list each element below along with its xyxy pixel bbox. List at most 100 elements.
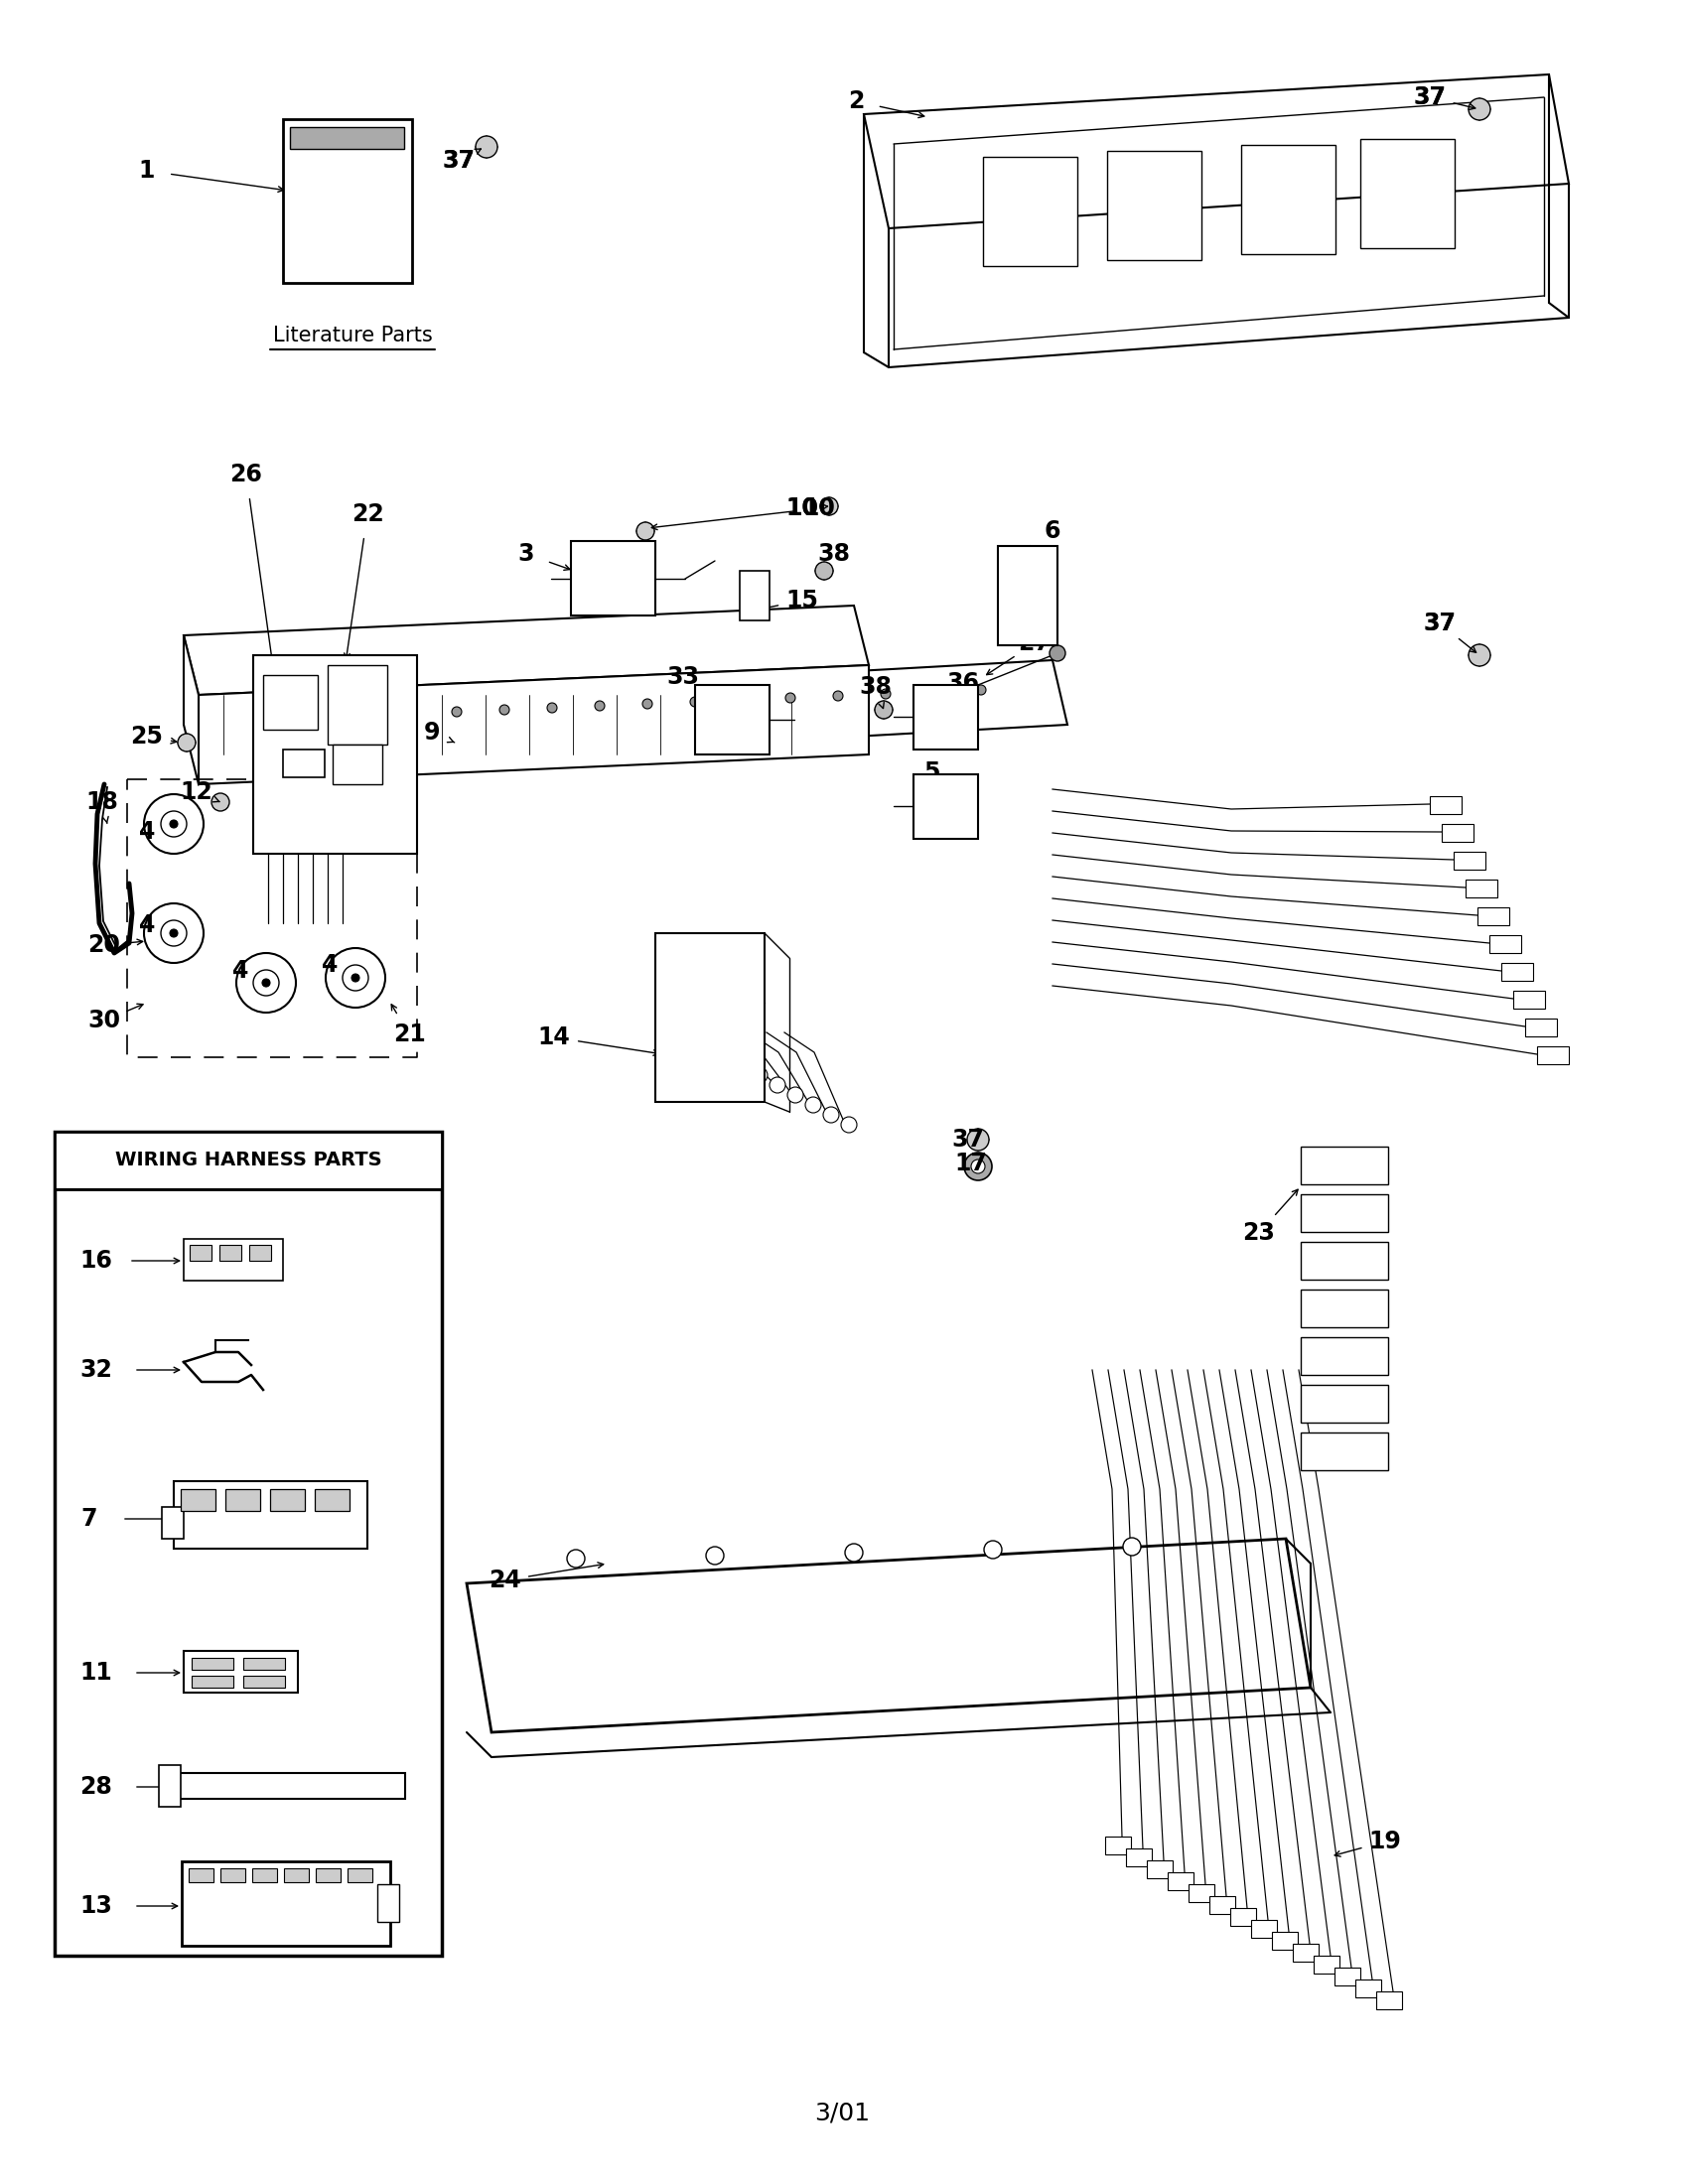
Bar (180, 1489, 216, 1511)
Bar (1189, 1885, 1214, 1902)
Text: 2: 2 (847, 90, 864, 114)
Circle shape (179, 734, 195, 751)
Circle shape (352, 974, 359, 983)
Bar (1209, 1896, 1234, 1913)
Bar (190, 1245, 212, 1260)
Circle shape (475, 135, 497, 157)
Bar (913, 775, 978, 839)
Text: 17: 17 (955, 1151, 987, 1175)
Bar (253, 1867, 278, 1883)
Text: 5: 5 (923, 760, 940, 784)
Circle shape (738, 695, 748, 705)
Circle shape (751, 1068, 768, 1083)
Text: 9: 9 (424, 721, 440, 745)
Text: 37: 37 (1413, 85, 1447, 109)
Text: 8: 8 (739, 959, 754, 983)
Text: 3: 3 (519, 542, 534, 566)
Text: 4: 4 (232, 959, 249, 983)
Circle shape (840, 1116, 857, 1133)
Bar (1502, 963, 1532, 981)
Bar (1334, 1968, 1361, 1985)
Polygon shape (184, 636, 199, 784)
Text: 26: 26 (231, 463, 263, 487)
Bar (221, 1867, 246, 1883)
Circle shape (928, 788, 963, 823)
Bar (1514, 992, 1544, 1009)
Circle shape (143, 795, 204, 854)
Text: 10: 10 (786, 496, 818, 520)
Circle shape (881, 688, 891, 699)
Bar (983, 157, 1078, 266)
Bar (173, 1481, 367, 1548)
Circle shape (983, 1540, 1002, 1559)
Text: 25: 25 (131, 725, 163, 749)
Bar (184, 1238, 283, 1280)
Text: 7: 7 (81, 1507, 98, 1531)
Text: 4: 4 (138, 819, 155, 843)
Bar (189, 1867, 214, 1883)
Bar (1300, 1195, 1388, 1232)
Text: 37: 37 (1413, 85, 1447, 109)
Bar (1241, 144, 1335, 253)
Circle shape (547, 703, 557, 712)
Text: 16: 16 (81, 1249, 113, 1273)
Text: 30: 30 (88, 1009, 121, 1033)
Bar (172, 1773, 406, 1800)
Circle shape (977, 686, 985, 695)
Text: 14: 14 (537, 1026, 571, 1048)
Text: 37: 37 (1423, 612, 1457, 636)
Text: Literature Parts: Literature Parts (273, 325, 433, 345)
Bar (1465, 880, 1497, 898)
Circle shape (1049, 644, 1066, 662)
Bar (655, 933, 765, 1103)
Circle shape (1468, 644, 1490, 666)
Bar (328, 666, 387, 745)
Bar (1430, 797, 1462, 815)
Bar (1106, 151, 1201, 260)
Bar (1314, 1955, 1339, 1974)
Bar (913, 686, 978, 749)
Circle shape (965, 1153, 992, 1179)
Bar (1231, 1909, 1256, 1926)
Bar (158, 1765, 180, 1806)
Text: 36: 36 (946, 670, 980, 695)
Bar (1526, 1018, 1558, 1037)
Circle shape (714, 701, 749, 738)
Circle shape (1123, 1538, 1140, 1555)
Circle shape (823, 1107, 839, 1123)
Bar (226, 1489, 259, 1511)
Text: 33: 33 (667, 666, 699, 688)
Bar (253, 655, 418, 854)
Bar (54, 1131, 441, 1190)
Text: 1: 1 (138, 159, 155, 183)
Circle shape (967, 1129, 989, 1151)
Text: 28: 28 (81, 1776, 113, 1800)
Circle shape (451, 708, 461, 716)
Circle shape (820, 498, 839, 515)
Bar (1477, 906, 1509, 926)
Bar (1167, 1872, 1194, 1889)
Bar (739, 570, 770, 620)
Circle shape (170, 819, 179, 828)
Circle shape (785, 692, 795, 703)
Circle shape (143, 904, 204, 963)
Bar (1361, 140, 1455, 249)
Bar (192, 1675, 234, 1688)
Bar (219, 1245, 241, 1260)
Bar (283, 749, 325, 778)
Bar (1293, 1944, 1319, 1961)
Circle shape (162, 810, 187, 836)
Text: 10: 10 (786, 496, 818, 520)
Circle shape (236, 952, 296, 1013)
Bar (263, 675, 318, 729)
Circle shape (342, 965, 369, 992)
Bar (571, 542, 655, 616)
Bar (333, 745, 382, 784)
Bar (695, 686, 770, 753)
Bar (162, 1507, 184, 1540)
Bar (184, 1651, 298, 1693)
Bar (242, 1675, 285, 1688)
Text: 37: 37 (1423, 612, 1457, 636)
Text: 32: 32 (81, 1358, 113, 1382)
Circle shape (568, 1551, 584, 1568)
